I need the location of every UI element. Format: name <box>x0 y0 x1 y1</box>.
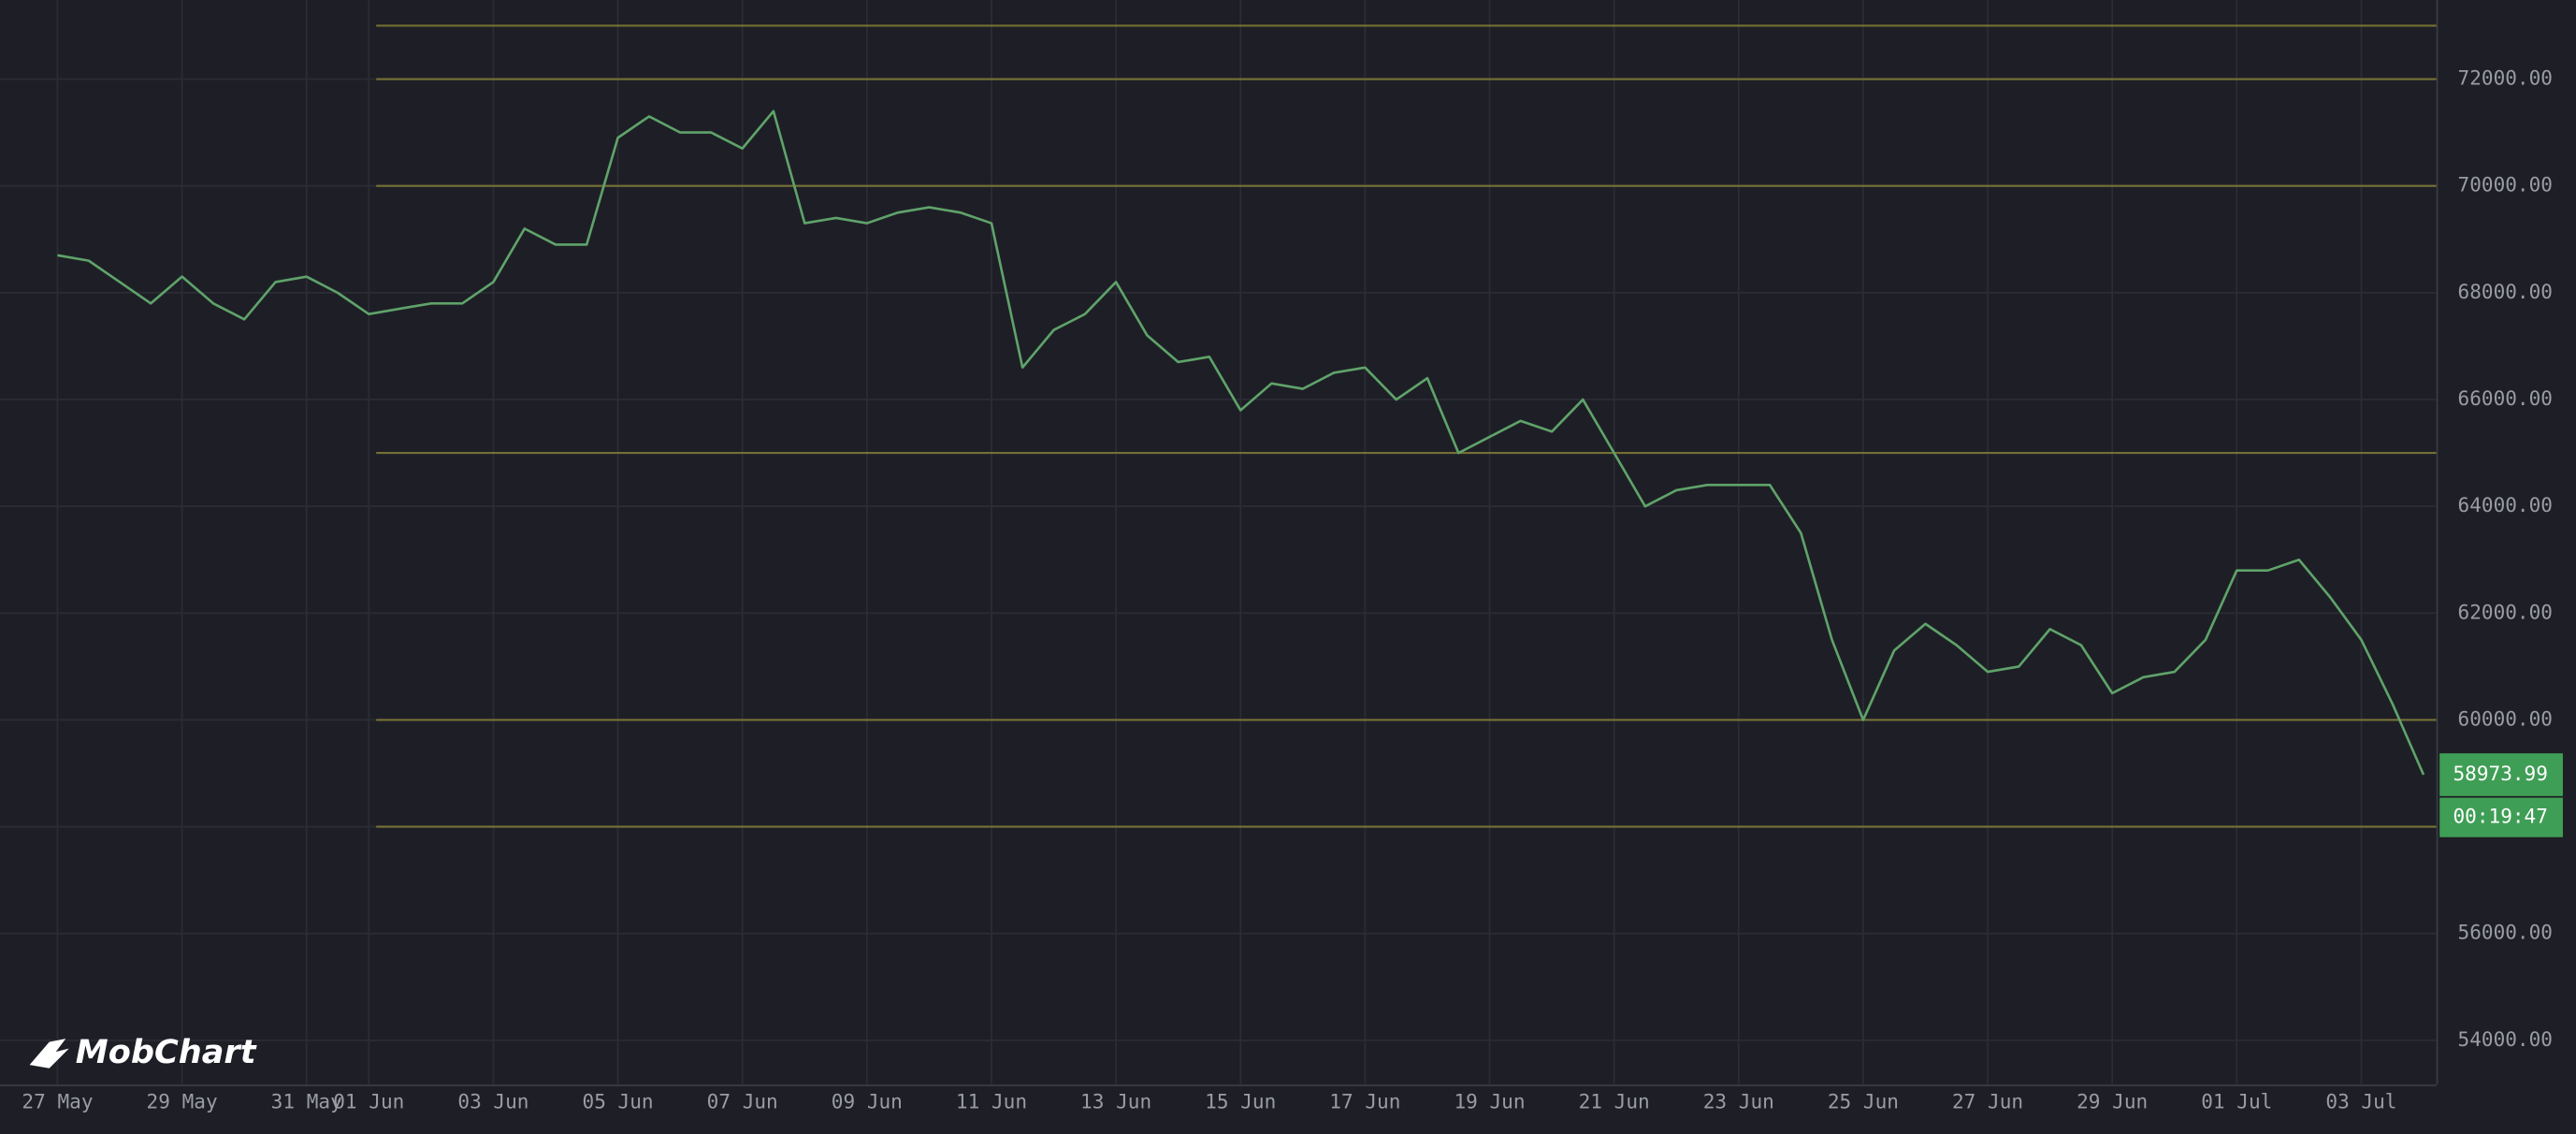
x-tick-label: 25 Jun <box>1828 1090 1899 1113</box>
y-tick-label: 60000.00 <box>2458 706 2553 730</box>
price-line <box>57 109 2425 776</box>
x-tick-label: 13 Jun <box>1080 1090 1151 1113</box>
x-tick-label: 03 Jul <box>2325 1090 2396 1113</box>
x-tick-label: 09 Jun <box>832 1090 903 1113</box>
last-price-label: 58973.99 <box>2453 762 2547 785</box>
x-tick-label: 17 Jun <box>1329 1090 1400 1113</box>
y-tick-label: 68000.00 <box>2458 280 2553 303</box>
x-tick-label: 23 Jun <box>1703 1090 1774 1113</box>
x-tick-label: 03 Jun <box>457 1090 528 1113</box>
y-tick-label: 72000.00 <box>2458 66 2553 90</box>
x-tick-label: 27 May <box>22 1090 93 1113</box>
x-tick-label: 19 Jun <box>1454 1090 1525 1113</box>
x-tick-label: 27 Jun <box>1952 1090 2023 1113</box>
y-tick-label: 64000.00 <box>2458 493 2553 516</box>
logo-icon <box>29 1039 69 1069</box>
y-tick-label: 66000.00 <box>2458 386 2553 410</box>
x-tick-label: 29 Jun <box>2077 1090 2148 1113</box>
x-tick-label: 05 Jun <box>583 1090 654 1113</box>
y-tick-label: 62000.00 <box>2458 600 2553 623</box>
x-tick-label: 01 Jul <box>2201 1090 2272 1113</box>
x-tick-label: 31 May <box>271 1090 342 1113</box>
y-tick-label: 56000.00 <box>2458 921 2553 944</box>
y-tick-label: 70000.00 <box>2458 173 2553 196</box>
logo-text: MobChart <box>76 1033 257 1071</box>
x-tick-label: 21 Jun <box>1579 1090 1650 1113</box>
last-price-tag <box>2439 753 2563 796</box>
x-tick-label: 15 Jun <box>1205 1090 1276 1113</box>
x-tick-label: 29 May <box>147 1090 218 1113</box>
logo: MobChart <box>29 1033 257 1071</box>
y-tick-label: 54000.00 <box>2458 1027 2553 1051</box>
x-tick-label: 07 Jun <box>707 1090 778 1113</box>
x-tick-label: 11 Jun <box>956 1090 1027 1113</box>
countdown-label: 00:19:47 <box>2453 805 2547 828</box>
x-tick-label: 01 Jun <box>333 1090 404 1113</box>
countdown-tag <box>2439 797 2563 837</box>
